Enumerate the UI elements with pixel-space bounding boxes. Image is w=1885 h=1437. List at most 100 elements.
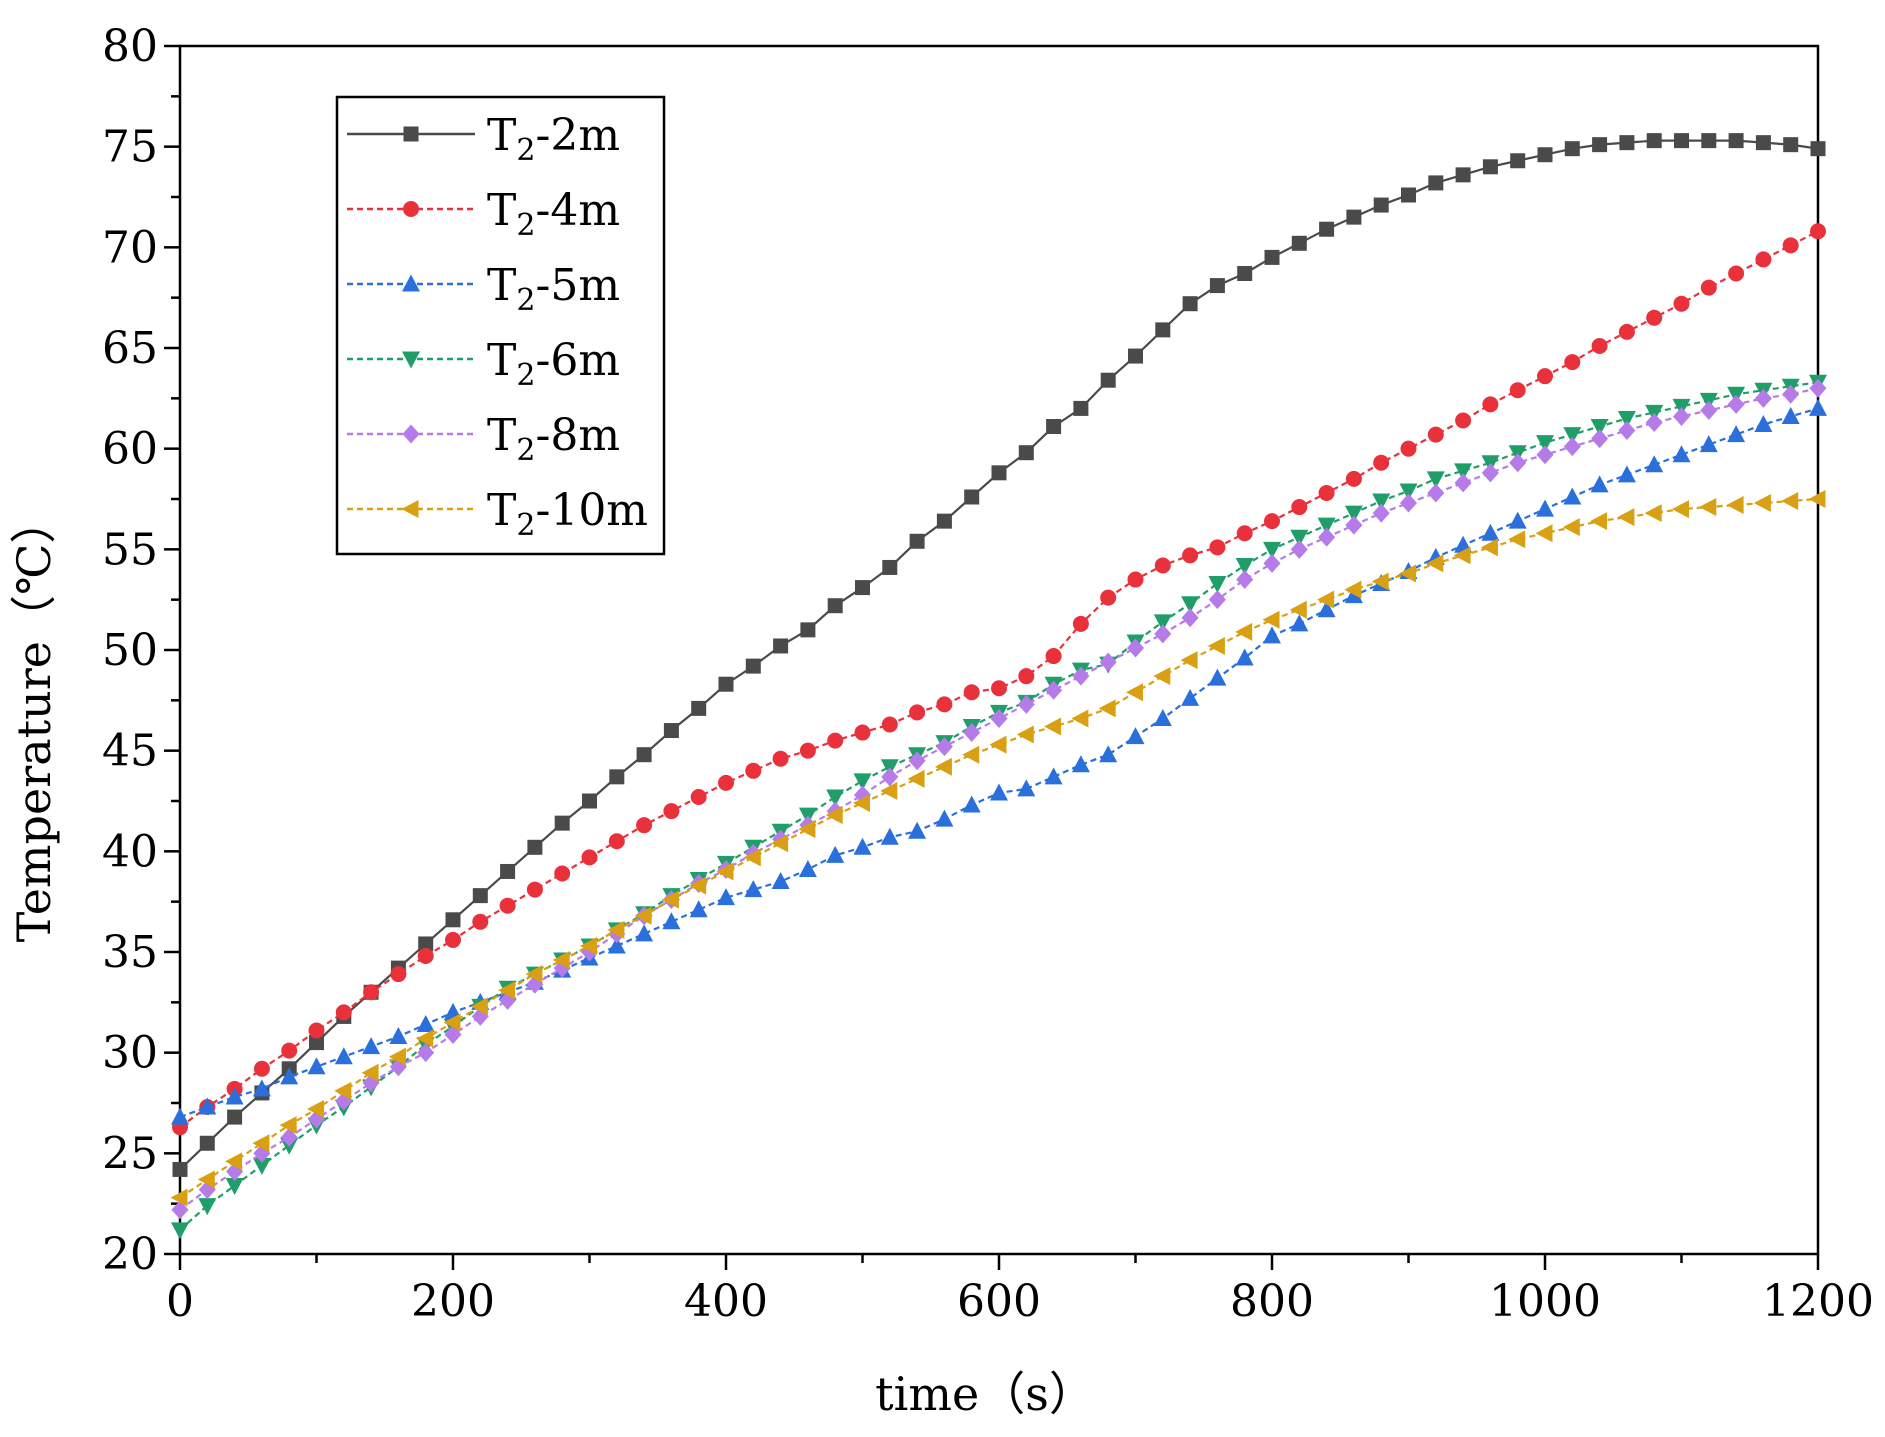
data-point-triangle-left	[580, 936, 597, 955]
data-point-square	[609, 769, 625, 785]
data-point-circle	[472, 913, 489, 930]
axes-group: 0 200 400 600 800 1000 1200 20 25 30 35 40 45 50 55 60 6…	[102, 21, 1874, 1327]
data-point-circle	[253, 1060, 270, 1077]
legend-item: T2-2m	[347, 110, 620, 168]
x-axis-title: time（s）	[875, 1367, 1095, 1421]
legend-label: T2-2m	[487, 110, 620, 168]
data-point-triangle-left	[1180, 651, 1198, 670]
data-point-square	[827, 598, 843, 614]
data-point-triangle-down	[198, 1198, 217, 1216]
data-point-triangle-left	[1317, 590, 1335, 609]
data-point-triangle-up	[1290, 614, 1309, 632]
data-point-triangle-left	[361, 1063, 379, 1082]
data-point-circle	[1345, 470, 1362, 487]
data-point-triangle-left	[1753, 494, 1771, 513]
y-tick-label: 75	[102, 122, 158, 173]
data-point-triangle-up	[771, 872, 790, 890]
data-point-circle	[1373, 454, 1390, 471]
y-tick-label: 55	[102, 524, 158, 575]
data-point-circle	[718, 774, 734, 791]
data-point-circle	[1018, 668, 1035, 685]
data-point-triangle-left	[1153, 667, 1171, 686]
data-point-diamond	[1427, 483, 1445, 503]
data-point-circle	[554, 865, 571, 882]
data-point-circle	[390, 966, 407, 983]
data-point-circle	[799, 742, 816, 759]
data-point-triangle-up	[908, 821, 927, 839]
data-point-triangle-down	[1235, 557, 1254, 575]
data-point-diamond	[1782, 384, 1800, 404]
data-point-circle	[417, 948, 434, 965]
data-point-triangle-up	[1181, 688, 1200, 706]
data-point-triangle-left	[689, 876, 707, 895]
data-point-square	[909, 533, 925, 549]
y-tick-label: 45	[102, 726, 158, 777]
data-point-circle	[772, 750, 789, 767]
data-point-square	[1128, 348, 1143, 364]
data-point-triangle-down	[252, 1157, 271, 1175]
data-point-triangle-left	[1726, 496, 1744, 515]
data-point-triangle-up	[1699, 435, 1718, 453]
data-point-circle	[1400, 440, 1417, 457]
data-point-triangle-left	[1126, 683, 1143, 702]
data-point-square	[403, 126, 419, 142]
data-point-triangle-up	[635, 924, 654, 942]
data-point-circle	[1318, 484, 1335, 501]
data-point-circle	[1755, 251, 1772, 268]
data-point-square	[691, 700, 707, 716]
data-point-triangle-up	[1508, 511, 1527, 529]
data-point-triangle-up	[1099, 745, 1118, 763]
data-point-diamond	[1127, 638, 1144, 658]
data-point-circle	[1072, 615, 1089, 632]
data-point-triangle-down	[1454, 463, 1473, 481]
data-point-square	[1810, 141, 1826, 157]
data-point-triangle-left	[1672, 500, 1689, 519]
data-point-triangle-down	[1426, 471, 1445, 489]
data-point-circle	[991, 680, 1007, 697]
data-point-triangle-down	[1263, 541, 1281, 559]
data-point-square	[855, 580, 870, 596]
data-point-diamond	[881, 767, 899, 787]
data-point-circle	[1482, 396, 1499, 413]
data-point-diamond	[1372, 503, 1390, 523]
data-point-triangle-up	[1071, 755, 1090, 773]
legend-label: T2-10m	[487, 485, 648, 543]
data-point-triangle-up	[1727, 425, 1746, 443]
data-point-triangle-up	[1235, 648, 1254, 666]
data-point-triangle-down	[1317, 517, 1336, 535]
data-point-circle	[1700, 279, 1717, 296]
data-point-triangle-left	[443, 1013, 461, 1032]
data-point-square	[1291, 235, 1307, 251]
data-point-diamond	[402, 424, 420, 444]
data-point-triangle-up	[402, 274, 420, 292]
data-point-square	[1046, 419, 1062, 435]
legend: T2-2m T2-4m T2-5m T2-6m T2-8m T2-10m	[335, 95, 666, 556]
data-point-square	[1155, 322, 1171, 338]
data-point-circle	[1427, 426, 1444, 443]
data-point-diamond	[1099, 652, 1117, 672]
data-point-square	[964, 489, 980, 505]
data-point-triangle-left	[1262, 610, 1280, 629]
data-point-circle	[1182, 547, 1199, 564]
data-point-diamond	[1809, 378, 1827, 398]
x-tick-label: 1200	[1762, 1276, 1874, 1327]
data-point-triangle-left	[197, 1170, 215, 1189]
data-point-triangle-left	[388, 1047, 406, 1066]
data-point-diamond	[1181, 608, 1199, 628]
data-point-diamond	[1208, 590, 1226, 610]
data-point-square	[1346, 209, 1362, 225]
data-point-triangle-left	[307, 1100, 324, 1119]
data-point-triangle-up	[717, 888, 735, 906]
data-point-diamond	[1072, 666, 1090, 686]
series-t2-4m	[172, 223, 1826, 1136]
data-point-circle	[1564, 354, 1581, 371]
data-point-triangle-up	[1672, 445, 1691, 463]
data-point-square	[1401, 187, 1416, 203]
data-point-triangle-up	[334, 1047, 353, 1065]
data-point-triangle-left	[853, 794, 870, 813]
data-point-triangle-left	[1207, 636, 1225, 655]
data-point-circle	[936, 696, 953, 713]
data-point-square	[663, 723, 679, 739]
data-point-triangle-left	[1344, 580, 1362, 599]
data-point-circle	[663, 803, 680, 820]
